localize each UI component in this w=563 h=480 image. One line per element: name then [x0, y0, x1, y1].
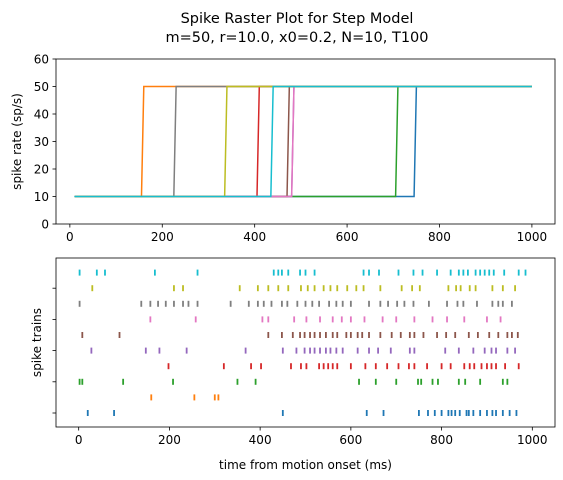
raster-xtick-label: 0: [75, 433, 83, 447]
rate-series-line-2: [74, 85, 532, 198]
rate-plot-ylabel: spike rate (sp/s): [10, 93, 24, 190]
rate-xtick-label: 400: [243, 230, 266, 244]
raster-xtick-label: 800: [430, 433, 453, 447]
rate-series-group: [74, 85, 532, 198]
raster-plot-axes: 0 200 400 600 800 1000 spike trains time from…: [30, 257, 556, 472]
rate-xtick-label: 600: [336, 230, 359, 244]
raster-plot-xlabel: time from motion onset (ms): [219, 458, 392, 472]
rate-ytick-label: 60: [34, 52, 49, 66]
rate-series-line-10: [74, 85, 532, 198]
raster-xtick-label: 600: [339, 433, 362, 447]
rate-xtick-label: 1000: [517, 230, 548, 244]
rate-plot-frame: [55, 58, 556, 225]
rate-ytick-label: 0: [41, 217, 49, 231]
raster-spikes-group: [78, 269, 527, 416]
rate-plot-ticks: 0 200 400 600 800 1000 0 10 20 30 40 50 60: [34, 52, 547, 244]
rate-xtick-label: 200: [151, 230, 174, 244]
rate-plot-axes: 0 200 400 600 800 1000 0 10 20 30 40 50 60 spike rat…: [10, 52, 556, 244]
figure-title-line1: Spike Raster Plot for Step Model: [181, 11, 414, 27]
rate-ytick-label: 50: [34, 80, 49, 94]
raster-plot-ticks: 0 200 400 600 800 1000: [52, 287, 548, 447]
rate-xtick-label: 800: [428, 230, 451, 244]
raster-plot-ylabel: spike trains: [30, 308, 44, 377]
rate-ytick-label: 20: [34, 162, 49, 176]
raster-xtick-label: 400: [249, 433, 272, 447]
figure-title-line2: m=50, r=10.0, x0=0.2, N=10, T100: [166, 30, 429, 46]
rate-xtick-label: 0: [66, 230, 74, 244]
rate-ytick-label: 30: [34, 135, 49, 149]
raster-xtick-label: 1000: [517, 433, 548, 447]
rate-ytick-label: 10: [34, 190, 49, 204]
rate-ytick-label: 40: [34, 107, 49, 121]
raster-xtick-label: 200: [158, 433, 181, 447]
raster-plot-frame: [55, 257, 556, 428]
